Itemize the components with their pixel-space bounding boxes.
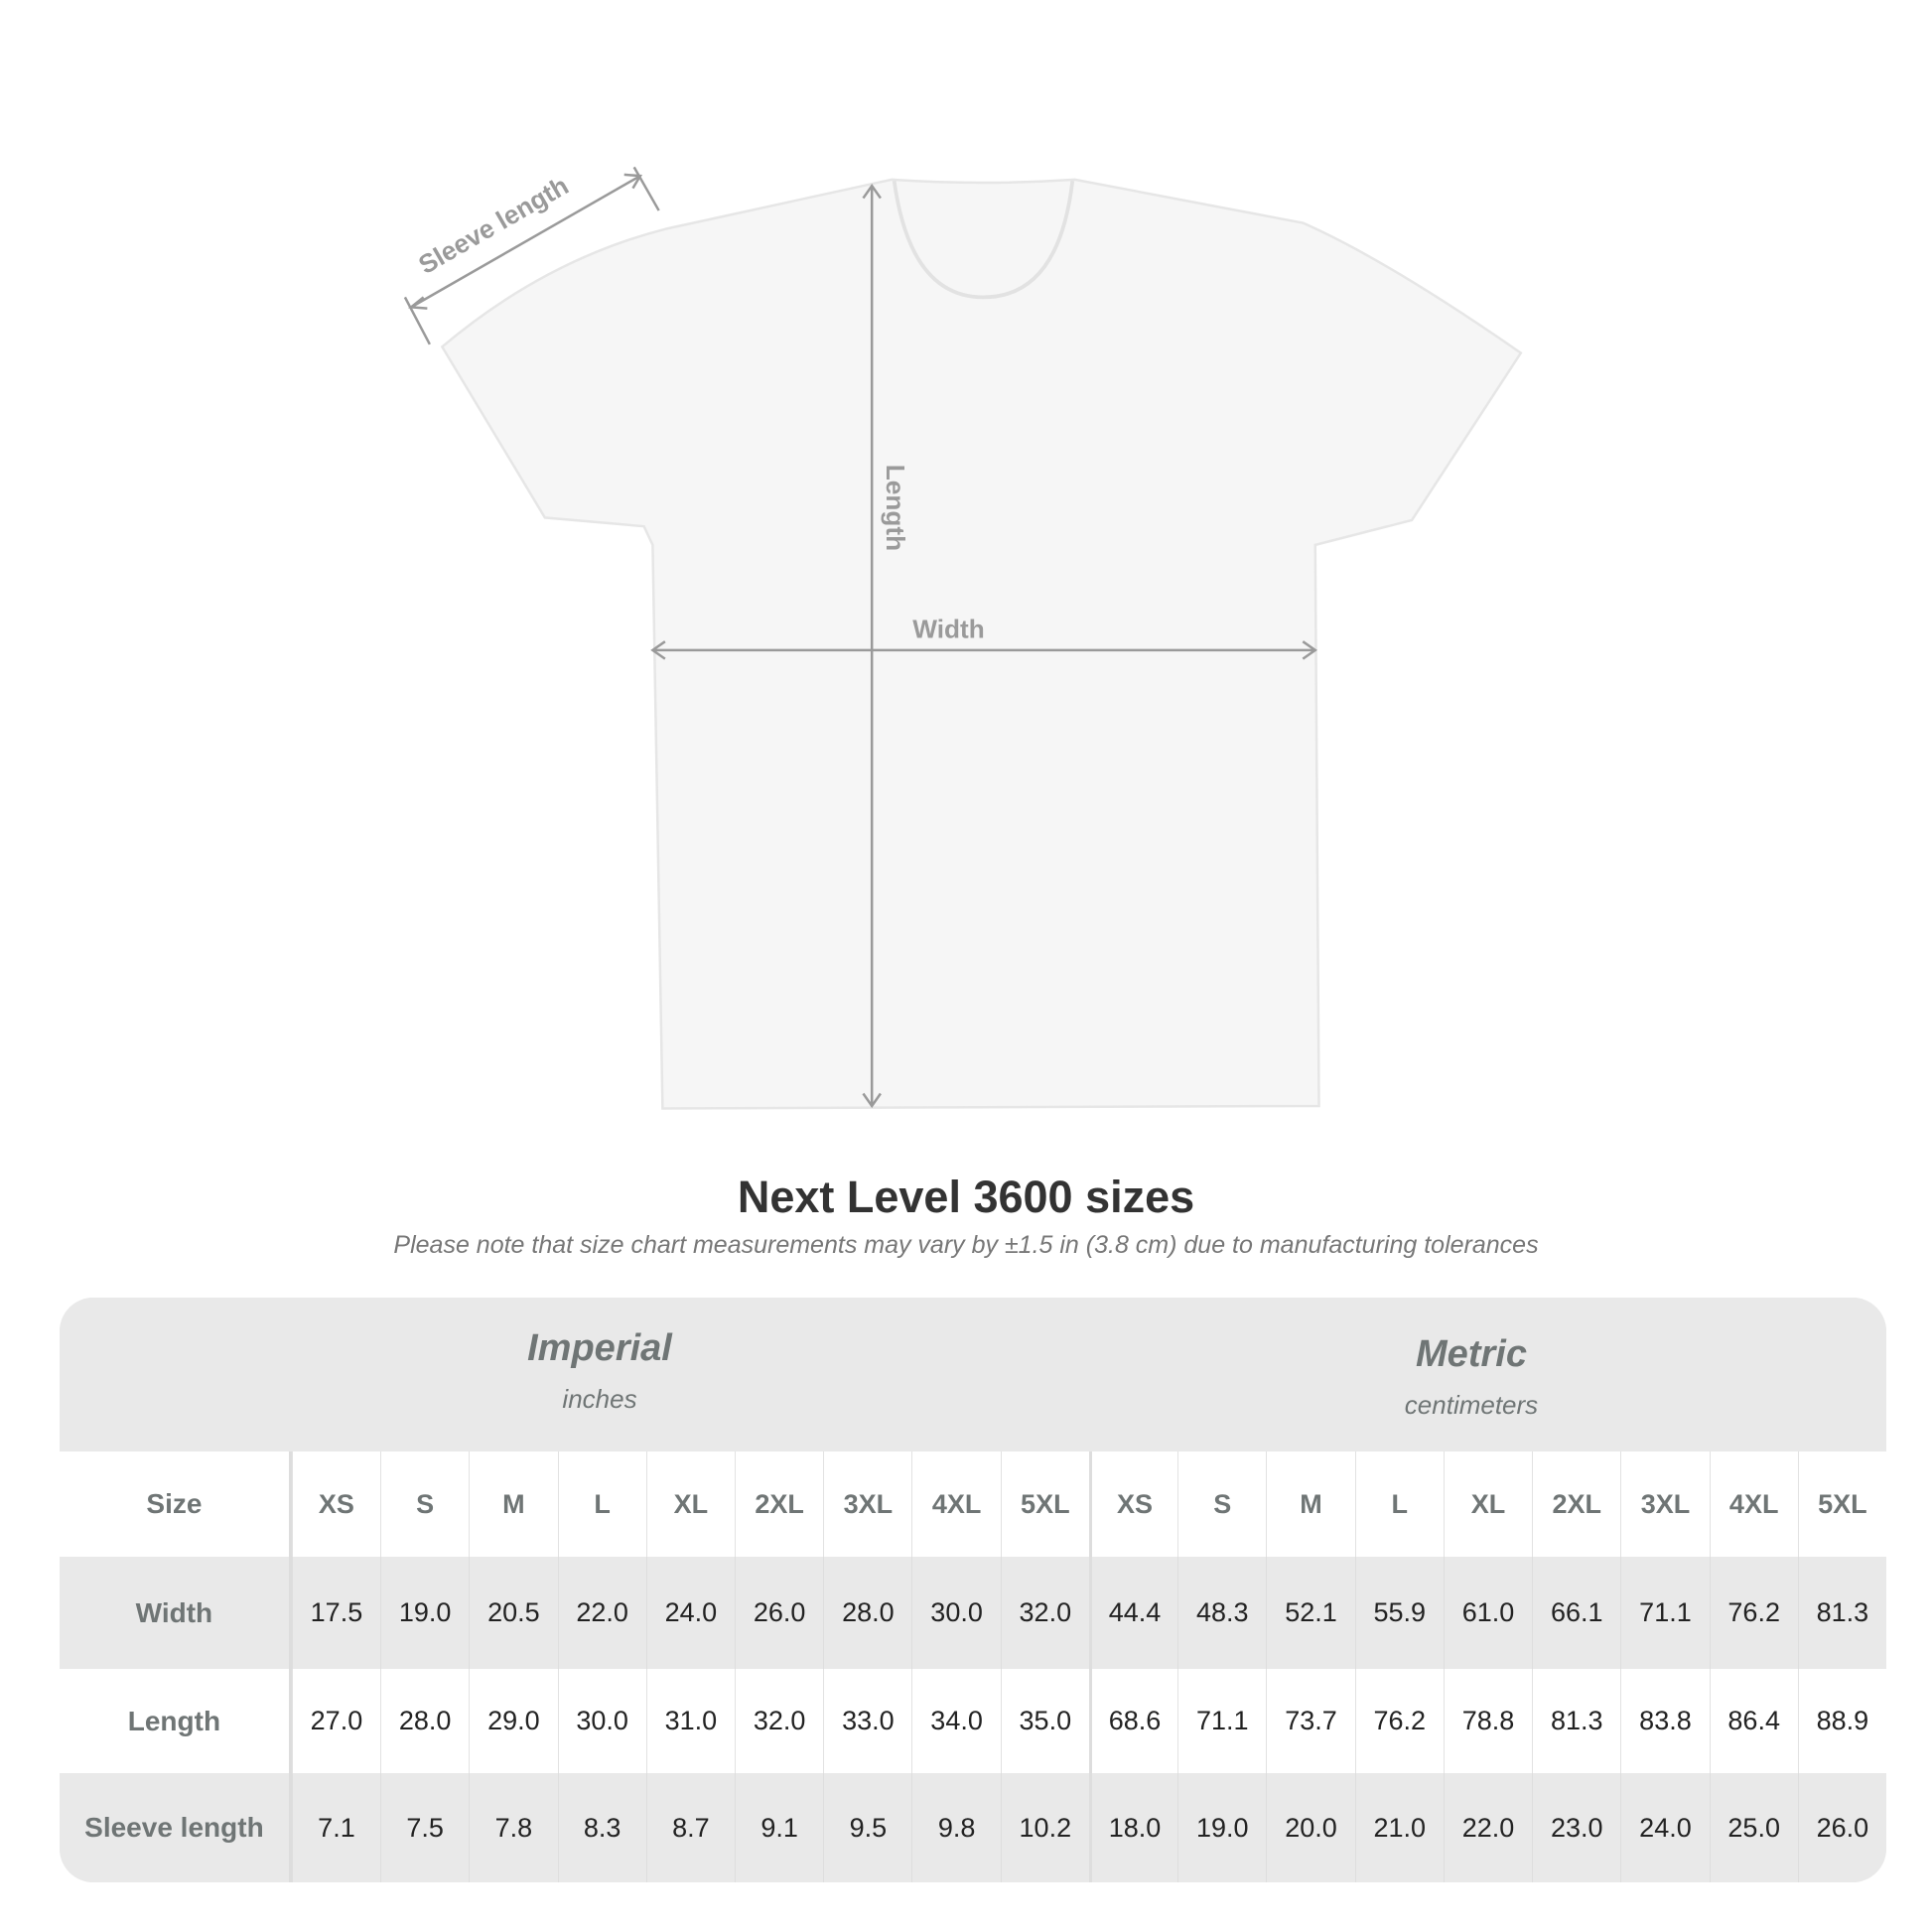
value-cell: 29.0 <box>469 1669 557 1773</box>
value-cell: 20.0 <box>1266 1773 1354 1882</box>
value-cell: 35.0 <box>1000 1669 1089 1773</box>
value-cell: 9.1 <box>735 1773 823 1882</box>
size-header-cell: L <box>557 1451 646 1557</box>
value-cell: 33.0 <box>823 1669 911 1773</box>
value-cell: 27.0 <box>291 1669 380 1773</box>
value-cell: 25.0 <box>1709 1773 1798 1882</box>
value-cell: 66.1 <box>1532 1557 1620 1669</box>
value-cell: 24.0 <box>645 1557 735 1669</box>
size-header-cell: M <box>1266 1451 1354 1557</box>
value-cell: 68.6 <box>1088 1669 1177 1773</box>
value-cell: 32.0 <box>735 1669 823 1773</box>
value-cell: 17.5 <box>291 1557 380 1669</box>
size-header-cell: L <box>1354 1451 1444 1557</box>
value-cell: 19.0 <box>380 1557 469 1669</box>
value-cell: 88.9 <box>1797 1669 1886 1773</box>
size-header-cell: 3XL <box>1620 1451 1709 1557</box>
value-cell: 81.3 <box>1532 1669 1620 1773</box>
tshirt-shape <box>440 178 1523 1110</box>
table-row: Length 27.0 28.0 29.0 30.0 31.0 32.0 33.0 34.0 35… <box>60 1669 1886 1773</box>
measure-lines <box>403 166 1317 1109</box>
value-cell: 32.0 <box>1000 1557 1089 1669</box>
value-cell: 78.8 <box>1443 1669 1532 1773</box>
value-cell: 30.0 <box>911 1557 1000 1669</box>
row-label: Width <box>60 1557 292 1669</box>
page-title: Next Level 3600 sizes <box>737 1172 1195 1222</box>
value-cell: 7.1 <box>291 1773 380 1882</box>
value-cell: 76.2 <box>1709 1557 1798 1669</box>
value-cell: 28.0 <box>823 1557 911 1669</box>
value-cell: 34.0 <box>911 1669 1000 1773</box>
value-cell: 18.0 <box>1088 1773 1177 1882</box>
value-cell: 7.5 <box>380 1773 469 1882</box>
imperial-header: Imperial inches <box>302 1327 897 1415</box>
value-cell: 83.8 <box>1620 1669 1709 1773</box>
value-cell: 71.1 <box>1620 1557 1709 1669</box>
size-header-cell: M <box>469 1451 557 1557</box>
size-header-cell: 5XL <box>1000 1451 1089 1557</box>
imperial-title: Imperial <box>527 1327 672 1369</box>
table-header-band: Imperial inches Metric centimeters <box>60 1298 1886 1451</box>
size-table: Imperial inches Metric centimeters Size X… <box>60 1298 1886 1882</box>
row-label: Length <box>60 1669 292 1773</box>
value-cell: 22.0 <box>557 1557 646 1669</box>
value-cell: 81.3 <box>1797 1557 1886 1669</box>
size-header-cell: 4XL <box>1709 1451 1798 1557</box>
value-cell: 24.0 <box>1620 1773 1709 1882</box>
size-header-cell: XL <box>1443 1451 1532 1557</box>
value-cell: 86.4 <box>1709 1669 1798 1773</box>
value-cell: 10.2 <box>1000 1773 1089 1882</box>
size-header-cell: XS <box>1088 1451 1177 1557</box>
size-header-cell: XS <box>291 1451 380 1557</box>
value-cell: 30.0 <box>557 1669 646 1773</box>
value-cell: 20.5 <box>469 1557 557 1669</box>
size-header-cell: 2XL <box>1532 1451 1620 1557</box>
table-row: Width 17.5 19.0 20.5 22.0 24.0 26.0 28.0 30.0 32.… <box>60 1557 1886 1669</box>
size-header-cell: 5XL <box>1797 1451 1886 1557</box>
value-cell: 8.7 <box>645 1773 735 1882</box>
size-header-row: Size XS S M L XL 2XL 3XL 4XL 5XL XS S M L XL 2XL 3XL 4XL 5… <box>60 1451 1886 1557</box>
value-cell: 26.0 <box>1797 1773 1886 1882</box>
size-header-cell: XL <box>645 1451 735 1557</box>
sleeve-length-label: Sleeve length <box>413 171 573 280</box>
collar <box>892 180 1075 300</box>
value-cell: 21.0 <box>1354 1773 1444 1882</box>
size-header-cell: 4XL <box>911 1451 1000 1557</box>
value-cell: 26.0 <box>735 1557 823 1669</box>
length-label: Length <box>881 465 910 551</box>
value-cell: 7.8 <box>469 1773 557 1882</box>
table-row: Sleeve length 7.1 7.5 7.8 8.3 8.7 9.1 9.5 9.8 10.… <box>60 1773 1886 1882</box>
metric-header: Metric centimeters <box>1173 1333 1769 1421</box>
value-cell: 8.3 <box>557 1773 646 1882</box>
value-cell: 55.9 <box>1354 1557 1444 1669</box>
size-header-cell: S <box>1177 1451 1266 1557</box>
value-cell: 61.0 <box>1443 1557 1532 1669</box>
row-label: Sleeve length <box>60 1773 292 1882</box>
value-cell: 52.1 <box>1266 1557 1354 1669</box>
tolerance-note: Please note that size chart measurements… <box>393 1231 1539 1259</box>
value-cell: 73.7 <box>1266 1669 1354 1773</box>
size-header-cell: 3XL <box>823 1451 911 1557</box>
imperial-unit: inches <box>562 1384 637 1414</box>
value-cell: 76.2 <box>1354 1669 1444 1773</box>
value-cell: 71.1 <box>1177 1669 1266 1773</box>
value-cell: 23.0 <box>1532 1773 1620 1882</box>
value-cell: 22.0 <box>1443 1773 1532 1882</box>
row-label: Size <box>60 1451 292 1557</box>
value-cell: 31.0 <box>645 1669 735 1773</box>
value-cell: 48.3 <box>1177 1557 1266 1669</box>
value-cell: 44.4 <box>1088 1557 1177 1669</box>
size-header-cell: S <box>380 1451 469 1557</box>
metric-title: Metric <box>1416 1333 1527 1375</box>
metric-unit: centimeters <box>1404 1390 1539 1420</box>
value-cell: 9.5 <box>823 1773 911 1882</box>
value-cell: 28.0 <box>380 1669 469 1773</box>
value-cell: 19.0 <box>1177 1773 1266 1882</box>
size-header-cell: 2XL <box>735 1451 823 1557</box>
width-label: Width <box>912 614 984 643</box>
value-cell: 9.8 <box>911 1773 1000 1882</box>
